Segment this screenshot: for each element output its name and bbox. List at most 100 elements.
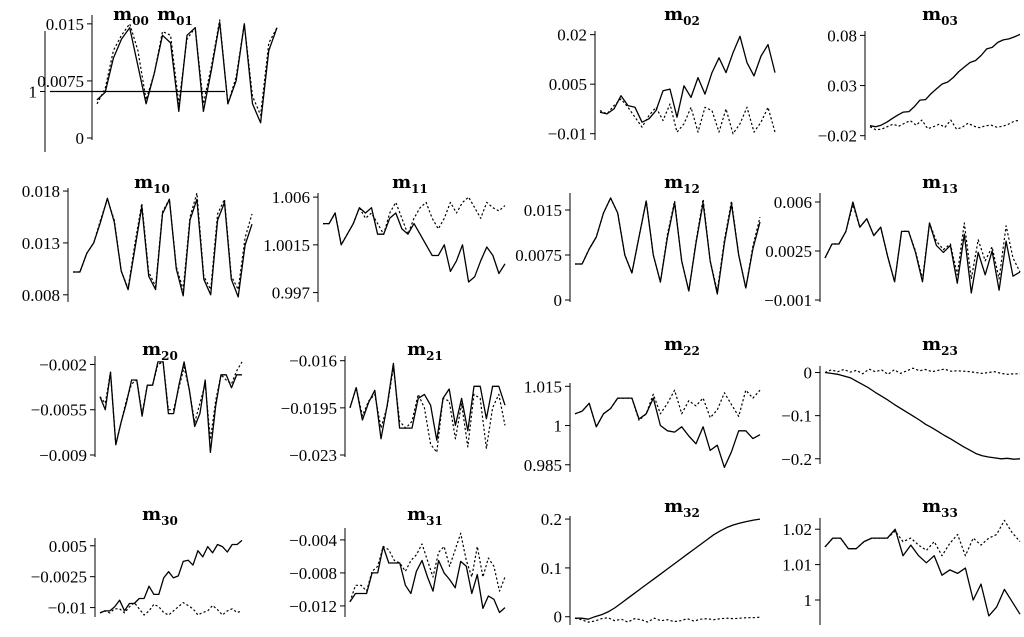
series-dotted-line — [575, 617, 760, 622]
y-tick-label: 0.03 — [827, 77, 857, 96]
series-dotted-line — [350, 367, 505, 452]
y-tick-label: 0.08 — [827, 26, 857, 45]
y-tick-label: −0.001 — [764, 291, 812, 310]
panel-m10: m100.0180.0130.008 — [22, 172, 252, 305]
panel-m23: m23 0 −0.1 −0.2 — [781, 334, 1020, 469]
y-tick-label: −0.009 — [39, 446, 87, 465]
panel-title: m10 — [134, 172, 170, 196]
panel-title: m32 — [664, 496, 700, 520]
y-tick-label: −0.2 — [781, 450, 812, 469]
panel-m30: m30 0.005 −0.0025 −0.01 — [31, 504, 242, 618]
panel-title-main: m — [157, 4, 176, 25]
y-tick-label: 0 — [554, 291, 563, 310]
series-dotted-line — [323, 197, 505, 245]
panel-title-main: m — [407, 504, 426, 525]
panel-m22: m22 1.015 1 0.985 — [524, 334, 760, 475]
y-tick-label: 0.0075 — [515, 246, 562, 265]
panel-title: m31 — [407, 504, 443, 528]
y-tick-label: 0.0075 — [37, 72, 84, 91]
y-tick-label: −0.012 — [289, 597, 337, 616]
series-solid-line — [825, 373, 1020, 460]
y-tick-label: −0.0025 — [31, 568, 87, 587]
series-solid-line — [870, 34, 1020, 126]
panel-title-main: m — [392, 172, 411, 193]
y-tick-label: −0.023 — [289, 446, 337, 465]
y-tick-label: 1.02 — [782, 520, 812, 539]
y-tick-label: −0.1 — [781, 407, 812, 426]
y-tick-label: 1 — [29, 83, 38, 102]
panel-m20: m20−0.002−0.0055−0.009 — [31, 339, 242, 465]
series-solid-line — [100, 540, 242, 613]
panel-title-main: m — [142, 339, 161, 360]
panel-title-main: m — [664, 334, 683, 355]
y-tick-label: −0.0055 — [31, 401, 87, 420]
y-tick-label: −0.008 — [289, 564, 337, 583]
y-tick-label: 0.1 — [541, 559, 562, 578]
panel-title: m33 — [922, 496, 958, 520]
panel-title-subscript: 00 — [132, 14, 149, 28]
y-tick-label: 0.005 — [549, 75, 587, 94]
panel-m21: m21−0.016−0.0195−0.023 — [281, 339, 505, 465]
series-dotted-line — [825, 520, 1020, 555]
y-tick-label: 0.0025 — [765, 242, 812, 261]
y-tick-label: −0.002 — [39, 355, 87, 374]
series-dotted-line — [825, 205, 1020, 282]
panel-title-subscript: 13 — [941, 182, 958, 196]
panel-title-subscript: 22 — [683, 344, 700, 358]
panel-title: m13 — [922, 172, 958, 196]
panel-title-main: m — [142, 504, 161, 525]
series-dotted-line — [870, 120, 1020, 130]
y-tick-label: −0.02 — [818, 127, 857, 146]
panel-title: m03 — [922, 4, 958, 28]
panel-m02: m02 0.02 0.005 −0.01 — [548, 4, 775, 144]
y-tick-label: 0.008 — [22, 286, 60, 305]
y-tick-label: 0.006 — [774, 193, 812, 212]
y-tick-label: 0.997 — [272, 284, 311, 303]
panel-grid: m001m010.0150.00750m020.020.005−0.01m030… — [22, 4, 1020, 627]
y-tick-label: 0.015 — [46, 15, 84, 34]
panel-title-main: m — [664, 4, 683, 25]
panel-title: m12 — [664, 172, 700, 196]
panel-title-subscript: 32 — [683, 506, 700, 520]
panel-title-subscript: 33 — [941, 506, 958, 520]
series-solid-line — [100, 362, 242, 453]
panel-title-subscript: 12 — [683, 182, 700, 196]
y-tick-label: −0.01 — [48, 599, 87, 618]
y-tick-label: 0.005 — [49, 537, 87, 556]
y-tick-label: 1.015 — [524, 377, 562, 396]
panel-title-subscript: 03 — [941, 14, 958, 28]
panel-title-main: m — [407, 339, 426, 360]
y-tick-label: −0.01 — [548, 125, 587, 144]
y-tick-label: 1.01 — [782, 556, 812, 575]
panel-m31: m31 −0.004 −0.008 −0.012 — [289, 504, 505, 617]
y-tick-label: 1 — [554, 417, 563, 436]
y-tick-label: 0.985 — [524, 456, 562, 475]
panel-title-subscript: 10 — [153, 182, 170, 196]
panel-title-main: m — [664, 172, 683, 193]
panel-title: m23 — [922, 334, 958, 358]
panel-title-main: m — [922, 172, 941, 193]
panel-title-main: m — [922, 334, 941, 355]
y-tick-label: 0.015 — [524, 201, 562, 220]
panel-title-subscript: 23 — [941, 344, 958, 358]
y-tick-label: 0.2 — [541, 510, 562, 529]
panel-title-subscript: 01 — [176, 14, 193, 28]
series-solid-line — [73, 198, 252, 297]
series-solid-line — [350, 547, 505, 613]
y-tick-label: −0.004 — [289, 531, 337, 550]
panel-title-subscript: 02 — [683, 14, 700, 28]
series-dotted-line — [575, 390, 760, 427]
panel-title: m30 — [142, 504, 178, 528]
panel-m03: m03 0.08 0.03 −0.02 — [818, 4, 1020, 146]
panel-title-main: m — [664, 496, 683, 517]
panel-title: m21 — [407, 339, 443, 363]
panel-m32: m320.20.10 — [541, 496, 760, 627]
panel-title-main: m — [922, 4, 941, 25]
panel-m11: m111.0061.00150.997 — [263, 172, 505, 303]
series-dotted-line — [825, 368, 1020, 374]
panel-m12: m12 0.015 0.0075 0 — [515, 172, 760, 310]
y-tick-label: 0.018 — [22, 182, 60, 201]
panel-title: m00 — [113, 4, 149, 28]
panel-title-subscript: 21 — [426, 349, 443, 363]
